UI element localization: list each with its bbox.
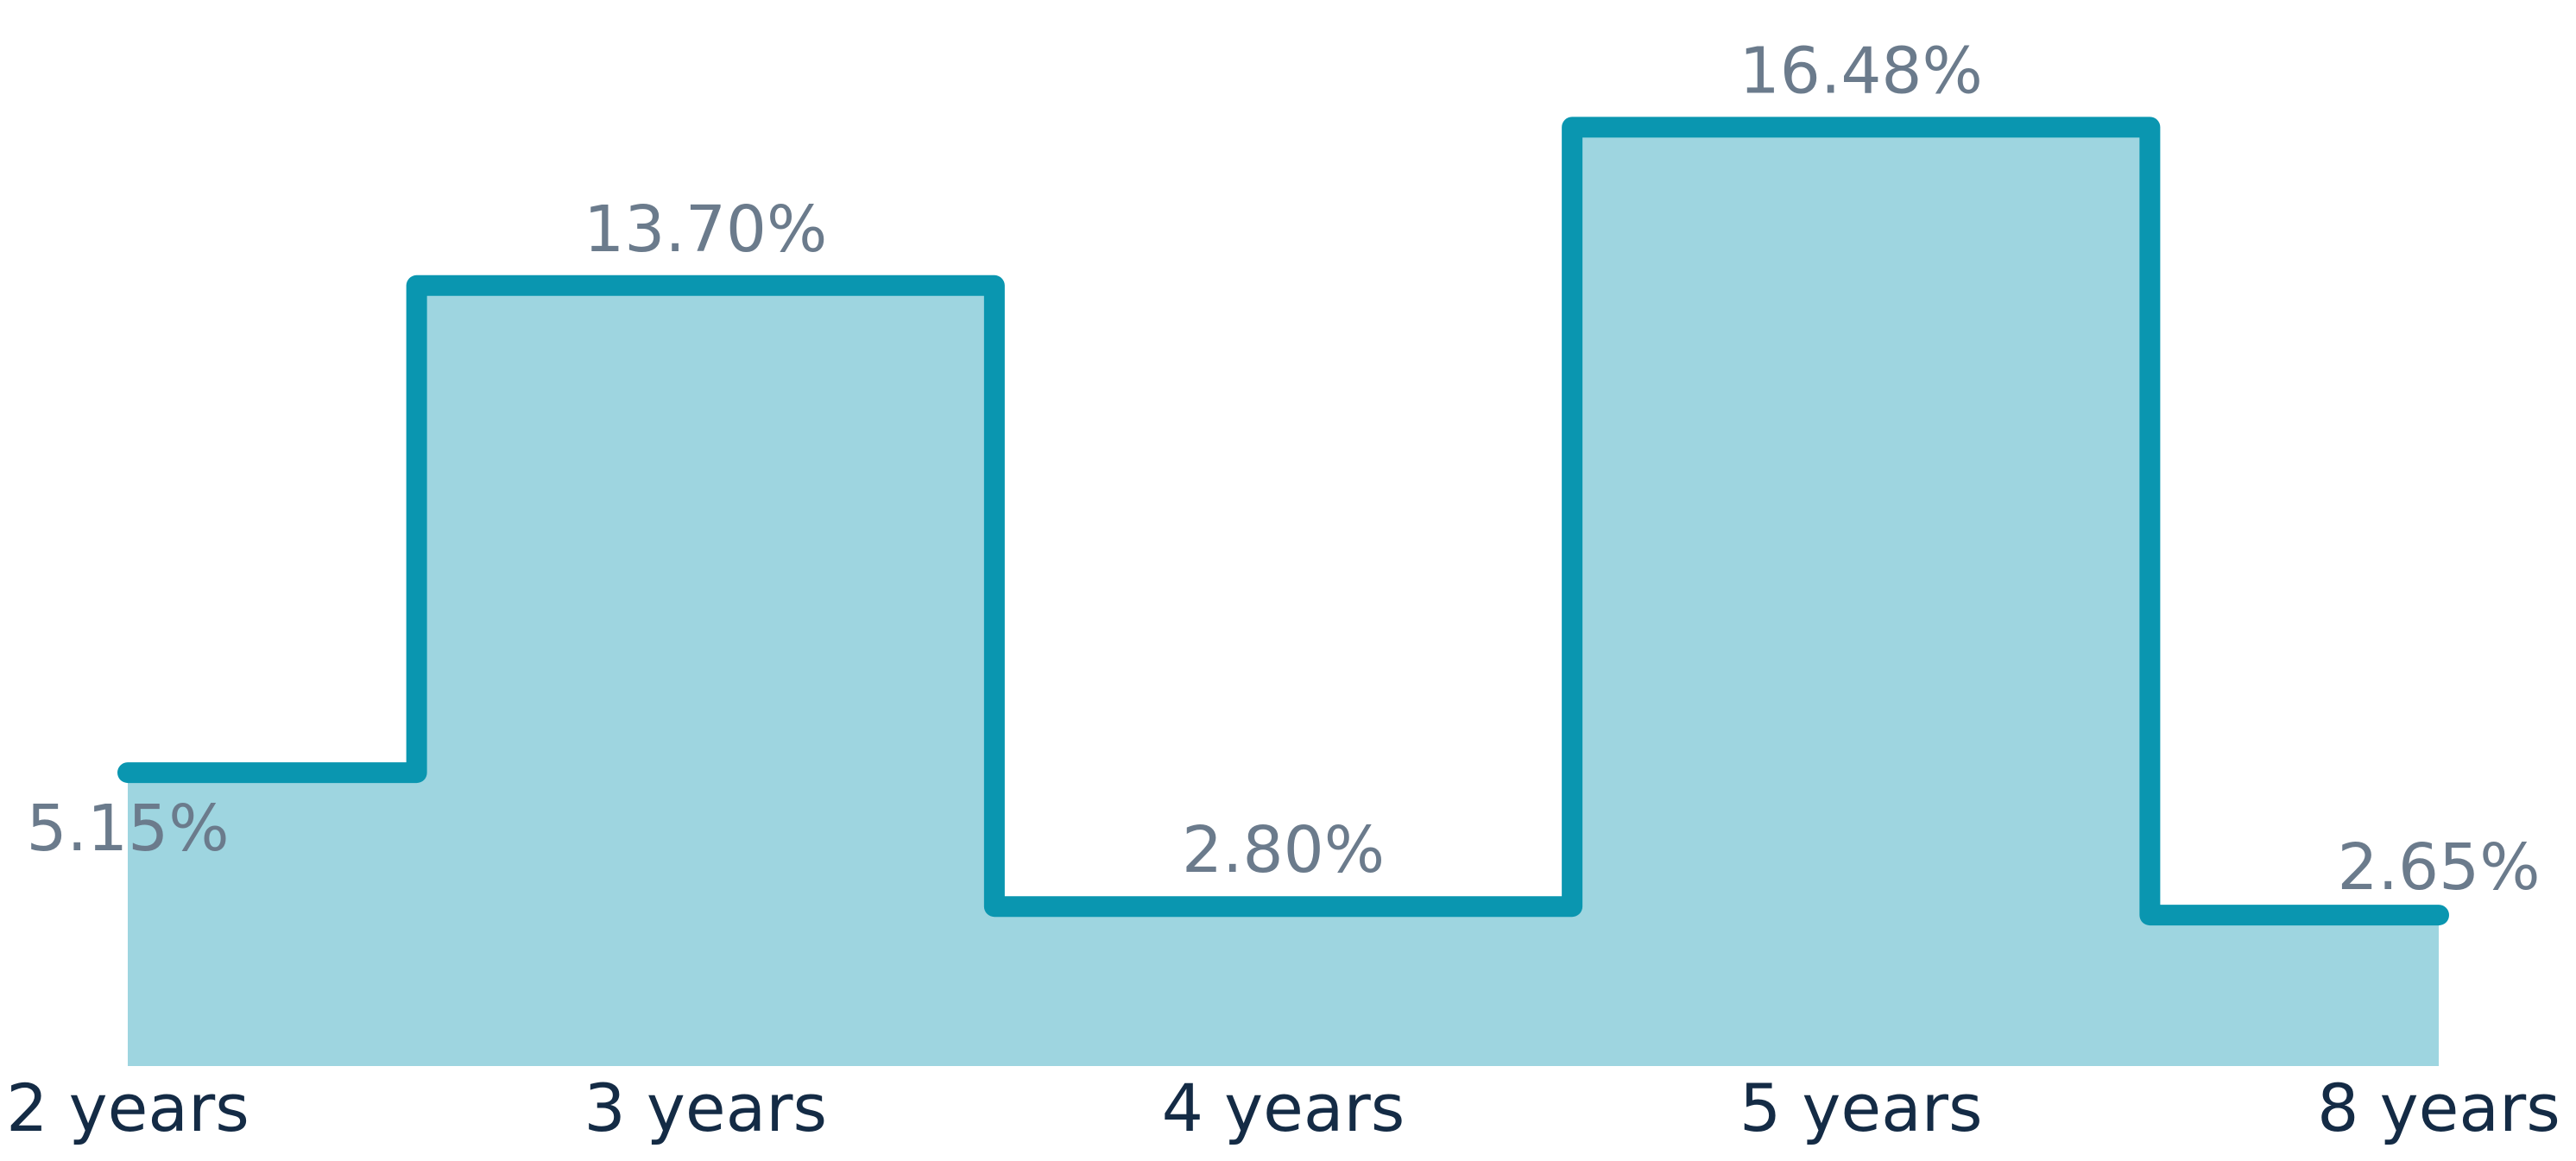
data-label-layer: 5.15% 13.70% 2.80% 16.48% 2.65% [26,34,2540,905]
x-tick-label: 8 years [2317,1070,2560,1146]
x-tick-label: 3 years [584,1070,827,1146]
x-tick-label: 4 years [1162,1070,1405,1146]
data-label: 5.15% [26,792,229,866]
x-tick-label: 5 years [1739,1070,1983,1146]
series-step-line [117,117,2449,926]
area-layer [128,127,2439,1066]
data-label: 2.65% [2337,830,2540,905]
x-axis-ticks: 2 years 3 years 4 years 5 years 8 years [6,1070,2560,1146]
data-label: 13.70% [584,192,827,267]
data-label: 16.48% [1739,34,1983,108]
series-area [128,127,2439,1066]
line-layer [117,117,2449,926]
data-label: 2.80% [1182,813,1385,887]
x-tick-label: 2 years [6,1070,249,1146]
